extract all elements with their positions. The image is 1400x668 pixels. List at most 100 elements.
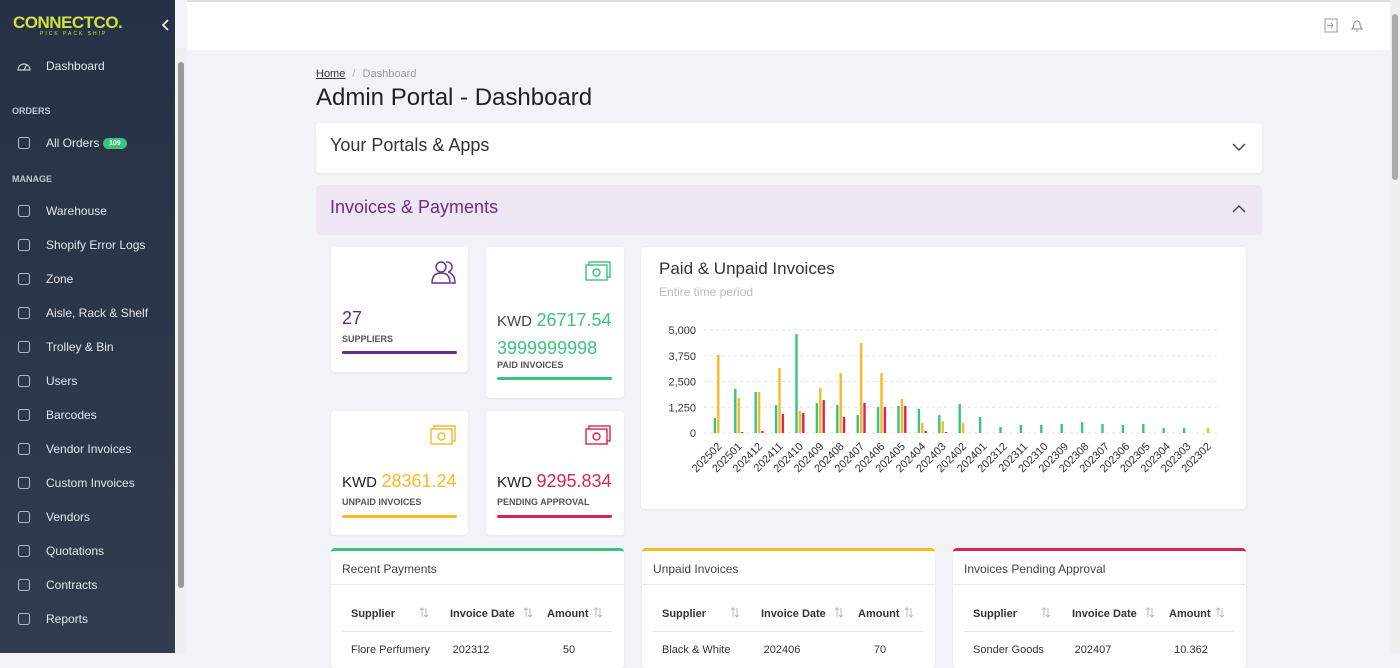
stat-bar [497,515,612,518]
icon-shape [17,374,31,388]
bar [761,430,764,433]
nav-item[interactable]: Aisle, Rack & Shelf [46,306,149,320]
bar [938,415,941,433]
nav-item[interactable]: Zone [46,272,74,286]
chevron [1232,143,1246,151]
breadcrumb-link[interactable]: Home [316,68,346,80]
bar [713,417,717,433]
sort-icon [904,607,914,618]
divider [953,584,1246,585]
nav-icon [17,306,31,320]
stat-bar [497,377,612,380]
table-cell: Flore Perfumery [351,644,430,656]
column-header[interactable]: Amount [547,608,589,620]
bar [876,407,880,433]
icon-shape [17,578,31,592]
sort-arrows [419,607,429,618]
icon-shape [17,442,31,456]
nav-item[interactable]: Trolley & Bin [46,340,114,354]
column-header[interactable]: Invoice Date [450,608,515,620]
panel[interactable]: Your Portals & Apps [316,123,1262,173]
bar [734,388,737,433]
nav-item[interactable]: Reports [46,612,89,626]
column-header[interactable]: Supplier [662,608,707,620]
nav-item[interactable]: Custom Invoices [46,476,135,490]
nav-icon [17,374,31,388]
bar [1182,428,1186,433]
icon-shape [17,340,31,354]
table-card: Recent Payments Supplier Invoice Date Amoun… [331,548,624,668]
column-header[interactable]: Invoice Date [761,608,826,620]
bar [917,408,921,433]
bar [802,413,805,433]
sort-arrows [730,607,740,618]
column-header[interactable]: Amount [1169,608,1211,620]
bar [1019,424,1023,433]
column-header[interactable]: Supplier [973,608,1018,620]
nav-icon [17,442,31,456]
divider [964,631,1234,632]
bell-icon[interactable] [1350,18,1364,34]
nav-item[interactable]: Contracts [46,578,98,592]
page-scroll-thumb[interactable] [1392,14,1398,180]
bar [1206,428,1210,433]
icon-shape [17,204,31,218]
nav-item[interactable]: Vendors [46,510,91,524]
page-title: Admin Portal - Dashboard [316,84,593,111]
bar [842,416,846,433]
separator: / [352,68,356,80]
stat-card: KWD 28361.24 UNPAID INVOICES [331,411,468,535]
nav-icon [17,476,31,490]
nav-icon [17,510,31,524]
collapse-icon[interactable] [160,18,172,32]
icon-shape [17,612,31,626]
nav-icon [17,63,31,71]
column-header[interactable]: Amount [858,608,900,620]
nav-item[interactable]: Barcodes [46,408,97,422]
table-card: Unpaid Invoices Supplier Invoice Date Amoun… [642,548,935,668]
bar [1060,423,1063,433]
panel[interactable]: Invoices & Payments [316,185,1262,235]
logo[interactable]: CONNECTCO. [13,13,123,32]
bar [836,404,839,433]
column-header[interactable]: Supplier [351,608,396,620]
table-title: Recent Payments [342,562,437,576]
nav-icon [17,408,31,422]
column-header[interactable]: Invoice Date [1072,608,1137,620]
divider [653,631,923,632]
nav-item[interactable]: All Orders [46,136,100,150]
bar [1040,424,1043,433]
bar [815,402,819,433]
sort-icon [523,607,533,618]
stat-value: 27 [342,308,363,328]
y-tick-label: 1,250 [668,402,696,414]
logout-icon[interactable] [1323,18,1339,34]
stat-label: UNPAID INVOICES [342,497,422,507]
sort-arrows [1041,607,1051,618]
nav-icon [17,612,31,626]
icon-shape [17,408,31,422]
bar [944,431,948,433]
bar [757,392,761,433]
bar [900,399,904,433]
users-icon [431,261,456,284]
nav-item[interactable]: Quotations [46,544,105,558]
table-cell: Black & White [662,644,731,656]
stat-label: PAID INVOICES [497,360,564,370]
currency: KWD [497,313,532,330]
nav-item[interactable]: Users [46,374,78,388]
scroll-thumb[interactable] [178,62,184,588]
bar [897,406,900,433]
table-cell: 202406 [763,644,801,656]
y-tick-label: 3,750 [668,351,696,363]
breadcrumb: Home / Dashboard [316,68,416,80]
nav-item[interactable]: Vendor Invoices [46,442,132,456]
section-title: MANAGE [12,174,52,184]
section-title: ORDERS [12,106,51,116]
bar [740,431,744,433]
nav-item[interactable]: Shopify Error Logs [46,238,146,252]
nav-item[interactable]: Dashboard [46,59,105,73]
nav-item[interactable]: Warehouse [46,204,107,218]
bar [1080,422,1084,433]
y-tick-label: 5,000 [668,325,696,337]
